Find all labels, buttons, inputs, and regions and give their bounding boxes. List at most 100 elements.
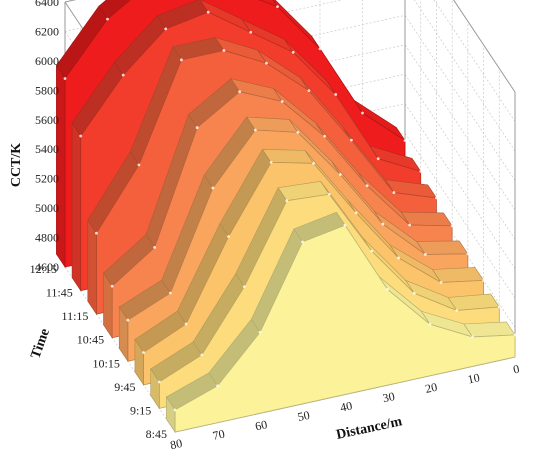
data-point: [137, 163, 141, 167]
data-point: [365, 184, 369, 188]
data-point: [296, 130, 300, 134]
data-point: [222, 49, 226, 52]
data-point: [164, 27, 168, 31]
data-point: [95, 231, 98, 235]
z-tick-label: 5400: [35, 142, 59, 156]
data-point: [338, 173, 342, 176]
data-point: [412, 291, 416, 295]
data-point: [238, 90, 242, 94]
data-point: [63, 77, 67, 80]
data-point: [350, 138, 353, 142]
time-tick-label: 12:15: [30, 262, 57, 276]
grid-line-z-right: [453, 0, 516, 93]
z-tick-label: 5000: [35, 201, 59, 215]
distance-tick-label: 70: [211, 427, 226, 443]
data-point: [200, 353, 204, 357]
data-point: [327, 192, 331, 196]
data-point: [497, 305, 501, 309]
data-point: [195, 126, 199, 129]
data-point: [334, 93, 338, 96]
z-axis-title: CCT/K: [9, 143, 24, 187]
data-point: [312, 161, 315, 165]
time-tick-label: 8:45: [146, 427, 167, 441]
data-point: [276, 5, 279, 9]
distance-tick-label: 10: [466, 370, 481, 386]
data-point: [79, 134, 83, 138]
grid-line-z-right: [404, 132, 516, 299]
grid-line-z-right: [413, 0, 516, 152]
time-tick-label: 11:15: [62, 309, 89, 323]
data-point: [242, 285, 246, 289]
chart-series: [55, 0, 517, 433]
data-point: [211, 186, 215, 190]
ribbon-end-cap: [56, 64, 66, 268]
time-axis-title: Time: [28, 327, 53, 361]
series-ribbon-845: [165, 211, 517, 433]
data-point: [173, 408, 177, 412]
data-point: [392, 191, 396, 194]
time-tick-label: 11:45: [46, 286, 73, 300]
ribbon-top-segment: [416, 240, 469, 255]
z-tick-label: 6200: [35, 24, 59, 38]
data-point: [408, 223, 412, 227]
data-point: [428, 322, 432, 326]
data-point: [168, 291, 172, 295]
z-tick-label: 5800: [35, 83, 59, 97]
time-tick-label: 10:45: [77, 333, 104, 347]
ribbon-top-segment: [98, 0, 131, 20]
data-point: [258, 330, 262, 334]
data-point: [249, 30, 253, 34]
data-point: [361, 111, 364, 115]
data-point: [376, 157, 380, 161]
z-tick-label: 4800: [35, 231, 59, 245]
grid-line-z-right: [433, 0, 516, 122]
distance-axis-title: Distance/m: [335, 414, 404, 443]
data-point: [285, 199, 289, 203]
data-point: [323, 134, 327, 138]
data-point: [110, 284, 114, 288]
data-point: [370, 249, 374, 253]
data-point: [126, 318, 130, 322]
data-point: [184, 322, 188, 326]
z-tick-label: 6000: [35, 54, 59, 68]
data-point: [450, 224, 454, 228]
data-point: [227, 235, 230, 238]
ribbon-end-cap: [118, 306, 129, 363]
data-point: [269, 160, 273, 164]
data-point: [253, 128, 257, 132]
data-point: [318, 47, 322, 51]
data-point: [381, 222, 385, 226]
time-tick-label: 10:15: [93, 356, 120, 370]
data-point: [354, 211, 358, 215]
ribbon-front-face: [174, 224, 516, 433]
data-point: [265, 61, 268, 65]
data-point: [455, 309, 459, 312]
distance-tick-label: 40: [339, 398, 354, 414]
data-point: [471, 335, 474, 339]
data-point: [466, 252, 470, 256]
ribbon-end-cap: [87, 219, 97, 316]
axis-edge: [453, 0, 516, 93]
distance-tick-label: 0: [512, 362, 521, 377]
data-point: [423, 253, 427, 256]
z-tick-label: 4600: [35, 260, 59, 274]
data-point: [386, 288, 389, 291]
time-tick-label: 9:45: [114, 380, 135, 394]
data-point: [142, 351, 145, 354]
grid-line-z-right: [404, 15, 516, 181]
data-point: [180, 58, 183, 62]
data-point: [482, 279, 485, 282]
data-point: [435, 196, 438, 200]
grid-line-z-right: [404, 74, 516, 240]
distance-tick-label: 30: [381, 389, 396, 405]
data-point: [397, 256, 400, 260]
data-point: [106, 17, 109, 21]
data-point: [439, 281, 443, 284]
chart-ticks: 4600 4800 5000 5200 5400 5600 5800 6000 6200 6400…: [30, 0, 521, 452]
distance-tick-label: 20: [424, 380, 439, 396]
z-tick-label: 5600: [35, 113, 59, 127]
ribbon-end-cap: [134, 338, 144, 386]
data-point: [121, 73, 125, 77]
z-tick-label: 5200: [35, 172, 59, 186]
